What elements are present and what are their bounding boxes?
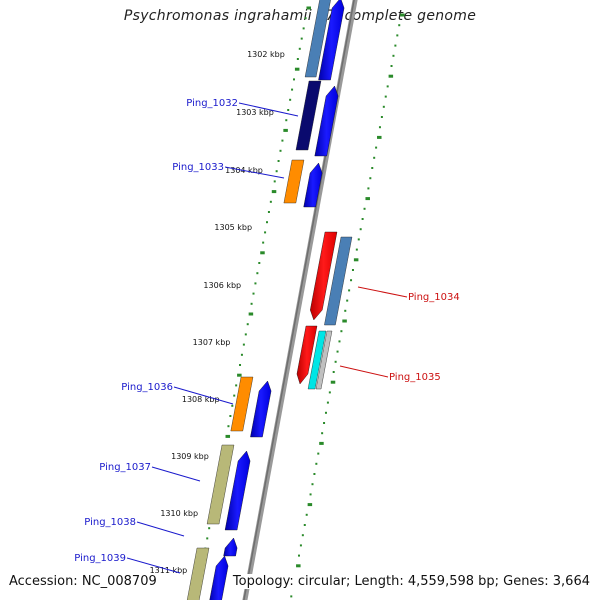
cds-arrow [209,555,229,600]
leader-line [126,557,181,574]
leader-line [339,365,389,378]
cds-arrow [224,450,251,531]
tick-label: 1307 kbp [193,338,231,347]
leader-line [357,286,408,298]
gene-label-ping_1032: Ping_1032 [186,98,238,109]
gene-feature [324,236,353,326]
cds-arrow [310,231,338,321]
accession-text: Accession: NC_008709 [9,574,157,589]
gene-feature [315,330,333,390]
tick-label: 1308 kbp [182,395,220,404]
gene-label-ping_1035: Ping_1035 [389,372,441,383]
leader-line [224,166,285,179]
map-title: Psychromonas ingrahamii 37, complete gen… [123,8,477,24]
cds-arrow [250,380,272,438]
leader-line [238,102,299,117]
gene-label-ping_1034: Ping_1034 [408,292,460,303]
gene-feature [283,159,305,204]
tick-label: 1309 kbp [171,452,209,461]
outer-ruler [290,13,405,598]
cds-arrow [303,162,323,208]
leader-line [151,466,201,482]
gene-label-ping_1033: Ping_1033 [172,162,224,173]
gene-label-ping_1037: Ping_1037 [99,462,151,473]
cds-arrow [318,0,345,81]
tick-label: 1310 kbp [160,509,198,518]
tick-label: 1306 kbp [203,281,241,290]
gene-feature [304,0,331,78]
gene-feature [206,444,235,525]
tick-label: 1303 kbp [236,108,274,117]
gene-label-ping_1039: Ping_1039 [74,553,126,564]
cds-arrow [223,537,238,557]
tick-label: 1302 kbp [247,50,285,59]
tick-label: 1305 kbp [214,223,252,232]
cds-arrow [296,325,318,385]
gene-feature [186,547,210,600]
cds-arrow [314,85,339,157]
gene-feature [230,376,254,432]
leader-line [173,386,234,405]
tick-label: 1311 kbp [150,566,188,575]
leader-line [136,521,185,537]
gene-feature [295,80,322,151]
topology-text: Topology: circular; Length: 4,559,598 bp… [232,574,590,589]
gene-label-ping_1036: Ping_1036 [121,382,173,393]
gene-label-ping_1038: Ping_1038 [84,517,136,528]
gene-feature [307,330,327,390]
